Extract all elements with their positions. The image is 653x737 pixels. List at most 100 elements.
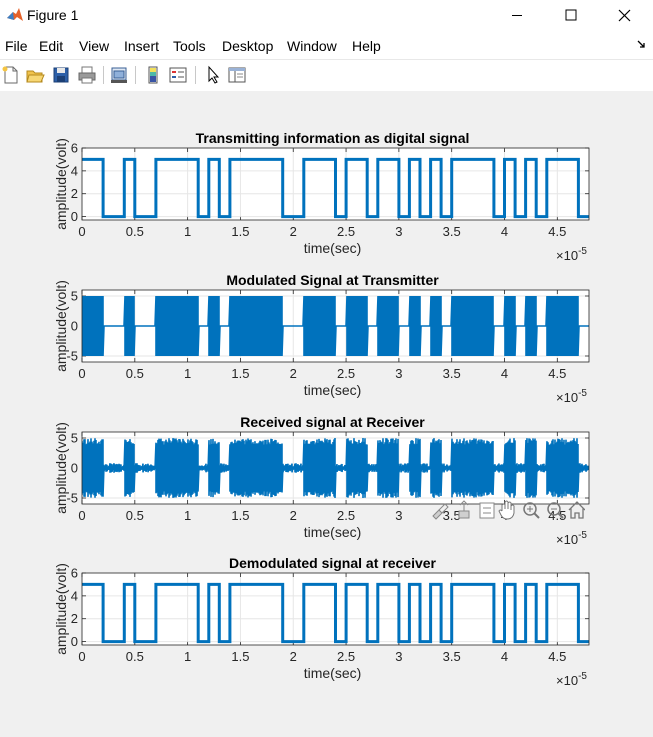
x-tick-label: 1.5 [231, 649, 249, 664]
exponent-power: -5 [578, 246, 587, 257]
figure-canvas: 0 0.5 1 1.5 2 2.5 3 3.5 4 4.5 0 2 4 6 Transmitting inf… [0, 91, 653, 737]
x-tick-label: 2 [290, 649, 297, 664]
x-tick-label: 1.5 [231, 366, 249, 381]
matlab-logo-icon [7, 8, 23, 21]
menu-file[interactable]: File [5, 38, 28, 54]
x-tick-label: 0 [78, 224, 85, 239]
series-line [82, 295, 589, 357]
x-axis-label: time(sec) [304, 524, 362, 540]
x-tick-label: 4 [501, 366, 508, 381]
y-tick-label: 0 [71, 209, 78, 224]
toolbar [0, 59, 653, 92]
x-tick-label: 0.5 [126, 224, 144, 239]
exponent-base: ×10 [556, 673, 578, 688]
title-bar: Figure 1 [0, 0, 653, 31]
menu-insert[interactable]: Insert [124, 38, 160, 54]
x-axis-label: time(sec) [304, 382, 362, 398]
x-tick-label: 2.5 [337, 366, 355, 381]
x-axis-label: time(sec) [304, 240, 362, 256]
y-axis-label: amplitude(volt) [53, 563, 69, 655]
series-line [82, 582, 589, 644]
chart-title: Transmitting information as digital sign… [196, 130, 470, 146]
maximize-button[interactable] [548, 0, 594, 31]
x-axis-exponent: ×10-5 [556, 530, 587, 547]
y-tick-label: -5 [66, 349, 78, 364]
dock-arrow-icon[interactable] [637, 40, 646, 49]
x-tick-label: 4.5 [548, 649, 566, 664]
brush-icon[interactable] [432, 503, 449, 520]
zoom-in-icon[interactable] [523, 502, 540, 519]
x-tick-label: 2.5 [337, 649, 355, 664]
x-tick-label: 2 [290, 508, 297, 523]
x-tick-label: 0.5 [126, 366, 144, 381]
edit-plot-icon[interactable] [203, 65, 223, 85]
x-tick-label: 3.5 [443, 508, 461, 523]
menu-window[interactable]: Window [287, 38, 337, 54]
data-tips-icon[interactable] [458, 500, 470, 519]
minimize-button[interactable] [494, 0, 540, 31]
menu-help[interactable]: Help [352, 38, 381, 54]
window-title: Figure 1 [27, 7, 79, 23]
x-tick-label: 2 [290, 224, 297, 239]
zoom-out-icon[interactable] [547, 502, 564, 519]
x-tick-label: 2.5 [337, 508, 355, 523]
x-tick-label: 1 [184, 649, 191, 664]
y-tick-label: 6 [71, 566, 78, 581]
x-tick-label: 1.5 [231, 508, 249, 523]
property-inspector-icon[interactable] [227, 65, 247, 85]
y-axis-label: amplitude(volt) [53, 138, 69, 230]
menu-edit[interactable]: Edit [39, 38, 64, 54]
y-tick-label: 0 [71, 461, 78, 476]
subplot-1: 0 0.5 1 1.5 2 2.5 3 3.5 4 4.5 0 2 4 6 Transmitting inf… [53, 130, 590, 263]
save-icon[interactable] [51, 65, 71, 85]
series-line [82, 157, 589, 219]
axes-box [81, 147, 590, 221]
menu-view[interactable]: View [79, 38, 110, 54]
x-tick-label: 3 [395, 508, 402, 523]
toolbar-separator [195, 66, 196, 84]
y-tick-label: 4 [71, 163, 78, 178]
restore-view-icon[interactable] [479, 502, 495, 519]
x-axis-label: time(sec) [304, 665, 362, 681]
x-tick-label: 0 [78, 508, 85, 523]
print-icon[interactable] [77, 65, 97, 85]
close-button[interactable] [602, 0, 648, 31]
x-tick-label: 0.5 [126, 649, 144, 664]
subplot-4: 0 0.5 1 1.5 2 2.5 3 3.5 4 4.5 0 2 4 6 Demodulated sign… [53, 555, 590, 688]
x-axis-exponent: ×10-5 [556, 246, 587, 263]
y-axis-label: amplitude(volt) [53, 422, 69, 514]
x-tick-label: 3.5 [443, 366, 461, 381]
x-tick-label: 1 [184, 366, 191, 381]
axes-box [81, 289, 590, 363]
y-tick-label: -5 [66, 491, 78, 506]
insert-legend-icon[interactable] [168, 65, 188, 85]
home-icon[interactable] [568, 501, 585, 519]
open-file-icon[interactable] [25, 65, 45, 85]
x-tick-label: 3 [395, 366, 402, 381]
pan-icon[interactable] [498, 500, 515, 520]
x-tick-label: 2 [290, 366, 297, 381]
toolbar-separator [135, 66, 136, 84]
menu-bar: File Edit View Insert Tools Desktop Wind… [0, 31, 653, 59]
x-tick-label: 4 [501, 224, 508, 239]
x-tick-label: 2.5 [337, 224, 355, 239]
exponent-base: ×10 [556, 390, 578, 405]
y-tick-label: 5 [71, 431, 78, 446]
y-tick-label: 6 [71, 141, 78, 156]
link-plot-icon[interactable] [109, 65, 129, 85]
exponent-base: ×10 [556, 532, 578, 547]
menu-tools[interactable]: Tools [173, 38, 206, 54]
y-axis-label: amplitude(volt) [53, 280, 69, 372]
menu-desktop[interactable]: Desktop [222, 38, 274, 54]
insert-colorbar-icon[interactable] [143, 65, 163, 85]
chart-title: Demodulated signal at receiver [229, 555, 437, 571]
new-figure-icon[interactable] [1, 65, 21, 85]
y-tick-label: 0 [71, 634, 78, 649]
x-axis-exponent: ×10-5 [556, 388, 587, 405]
x-tick-label: 4 [501, 649, 508, 664]
y-tick-label: 2 [71, 611, 78, 626]
axes-box [81, 431, 590, 505]
x-tick-label: 4.5 [548, 366, 566, 381]
